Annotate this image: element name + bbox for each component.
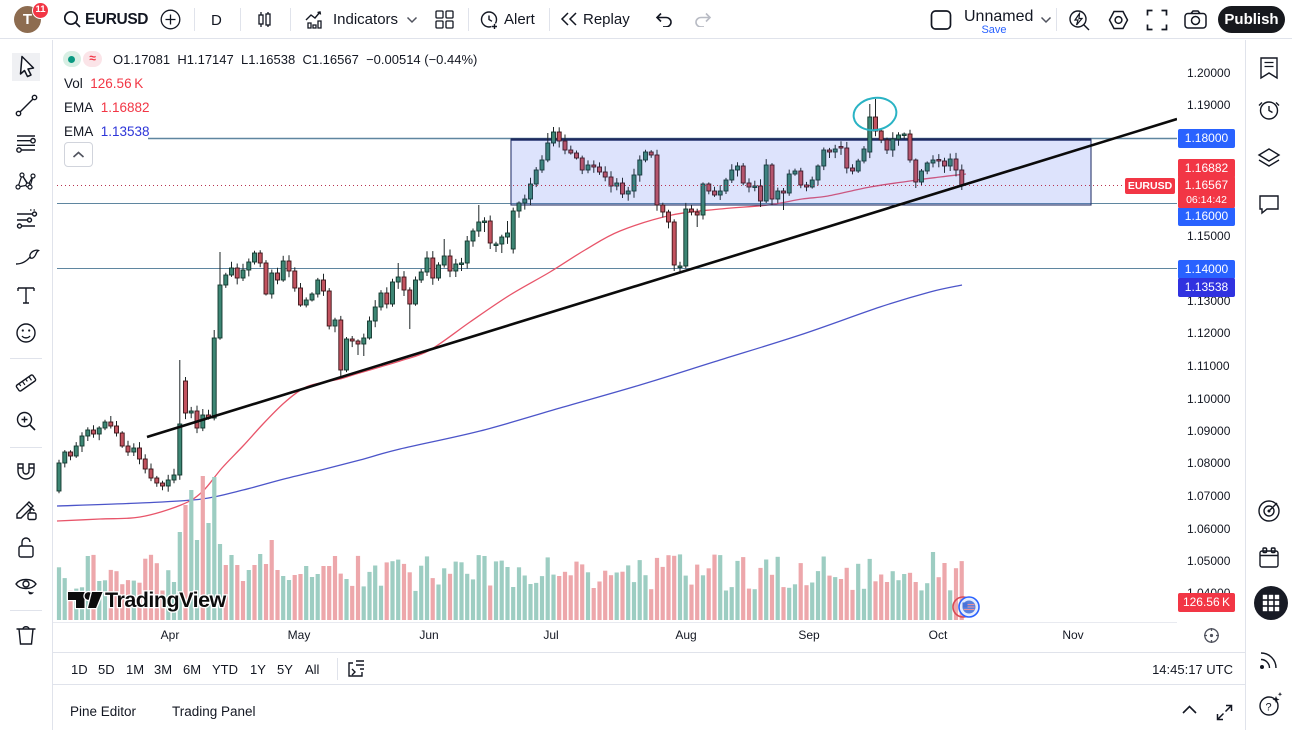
svg-text:Jun: Jun [419,628,438,642]
svg-text:Nov: Nov [1062,628,1083,642]
svg-text:Jul: Jul [543,628,558,642]
svg-text:TradingView: TradingView [105,588,227,612]
svg-text:Oct: Oct [929,628,948,642]
svg-text:May: May [288,628,311,642]
svg-text:Aug: Aug [675,628,696,642]
svg-text:Sep: Sep [798,628,820,642]
svg-text:?: ? [1266,702,1272,714]
svg-text:Apr: Apr [161,628,180,642]
